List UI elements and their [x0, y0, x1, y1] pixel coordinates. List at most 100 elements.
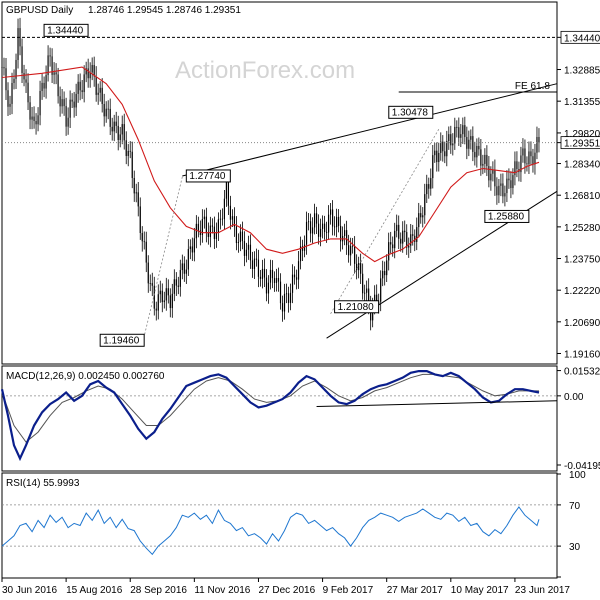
level-annotation-label: 1.21080: [338, 302, 375, 313]
candle-body: [538, 136, 540, 143]
candle-body: [287, 293, 290, 303]
candle-body: [163, 300, 165, 303]
candle-body: [323, 223, 326, 232]
x-axis-tick-label: 23 Jun 2017: [515, 585, 570, 596]
candle-body: [348, 245, 350, 256]
candle-body: [165, 288, 167, 301]
candle-body: [43, 82, 45, 89]
candle-body: [346, 230, 348, 246]
candle-body: [1, 67, 3, 68]
candle-body: [109, 108, 111, 127]
candle-body: [119, 134, 121, 140]
macd-panel-frame: [1, 365, 558, 472]
candle-body: [51, 56, 53, 75]
candle-body: [145, 241, 147, 263]
candle-body: [123, 124, 125, 141]
rsi-panel: 100 70 30 RSI(14) 55.9993: [1, 470, 586, 579]
candle-body: [446, 141, 448, 157]
candle-body: [508, 178, 510, 181]
candle-body: [229, 205, 232, 220]
candle-body: [462, 125, 464, 135]
candle-body: [420, 213, 422, 218]
price-tag-box: [560, 30, 600, 44]
candle-body: [265, 277, 268, 294]
candle-body: [269, 269, 272, 283]
candle-body: [522, 148, 524, 156]
candle-body: [362, 273, 364, 294]
candle-body: [380, 278, 382, 302]
candle-body: [135, 192, 137, 194]
price-tag-box: [560, 136, 600, 150]
candle-body: [283, 293, 286, 312]
candle-body: [466, 136, 468, 149]
candle-body: [516, 161, 518, 169]
candle-body: [85, 68, 87, 75]
candle-body: [281, 303, 284, 312]
candle-body: [141, 233, 143, 242]
candle-body: [532, 156, 534, 165]
candle-body: [169, 295, 171, 309]
candle-body: [157, 294, 159, 311]
candle-body: [526, 163, 528, 165]
candle-body: [315, 213, 318, 224]
candle-body: [13, 78, 15, 83]
candle-body: [29, 102, 31, 120]
candle-body: [187, 249, 189, 270]
level-annotation-box: [185, 169, 231, 183]
rsi-title: RSI(14) 55.9993: [6, 478, 80, 489]
candle-body: [424, 194, 426, 216]
candle-body: [227, 182, 230, 206]
trendline-0: [182, 83, 558, 177]
candle-body: [255, 258, 258, 260]
candle-body: [47, 55, 49, 76]
candle-body: [333, 226, 336, 228]
candle-body: [416, 227, 418, 242]
candle-body: [496, 186, 498, 196]
candle-body: [167, 288, 169, 296]
candle-body: [87, 68, 89, 79]
candle-body: [279, 281, 282, 304]
candle-body: [434, 150, 436, 156]
candle-body: [344, 230, 346, 237]
price-panel: ActionForex.com 1.34440 1.27740 1.19460 1.2…: [1, 1, 600, 365]
candle-body: [203, 216, 205, 220]
candle-body: [193, 238, 195, 253]
candle-body: [504, 193, 506, 197]
candle-body: [468, 139, 470, 149]
candle-body: [307, 221, 310, 223]
candle-body: [181, 263, 183, 271]
candle-body: [247, 244, 250, 250]
candle-body: [53, 72, 55, 75]
level-annotation-label: 1.25880: [488, 211, 525, 222]
candle-body: [352, 245, 354, 247]
candle-body: [534, 152, 536, 165]
price-y-tick-label: 1.28340: [564, 160, 600, 171]
candle-body: [295, 277, 298, 280]
candle-body: [277, 277, 280, 282]
candle-body: [133, 177, 135, 194]
macd-title: MACD(12,26,9) 0.002450 0.002760: [6, 371, 165, 382]
candle-body: [293, 274, 296, 278]
candle-body: [303, 244, 306, 251]
candle-body: [392, 244, 394, 249]
rsi-panel-frame: [1, 472, 558, 579]
level-annotation-label: 1.30478: [392, 107, 429, 118]
candle-body: [444, 151, 446, 157]
candle-body: [75, 93, 77, 108]
rsi-y-tick-label: 30: [569, 542, 581, 553]
watermark: ActionForex.com: [175, 57, 355, 84]
candle-body: [426, 184, 428, 195]
candle-body: [536, 136, 538, 153]
candle-body: [111, 126, 113, 132]
candle-body: [374, 294, 376, 305]
macd-trendline: [316, 400, 558, 408]
candle-body: [125, 140, 127, 156]
candle-body: [7, 90, 9, 107]
candle-body: [105, 108, 107, 117]
x-axis-tick-label: 30 Jun 2016: [2, 585, 57, 596]
candle-body: [89, 72, 91, 79]
candle-body: [191, 246, 193, 253]
candle-body: [73, 101, 75, 108]
candle-body: [358, 263, 360, 271]
